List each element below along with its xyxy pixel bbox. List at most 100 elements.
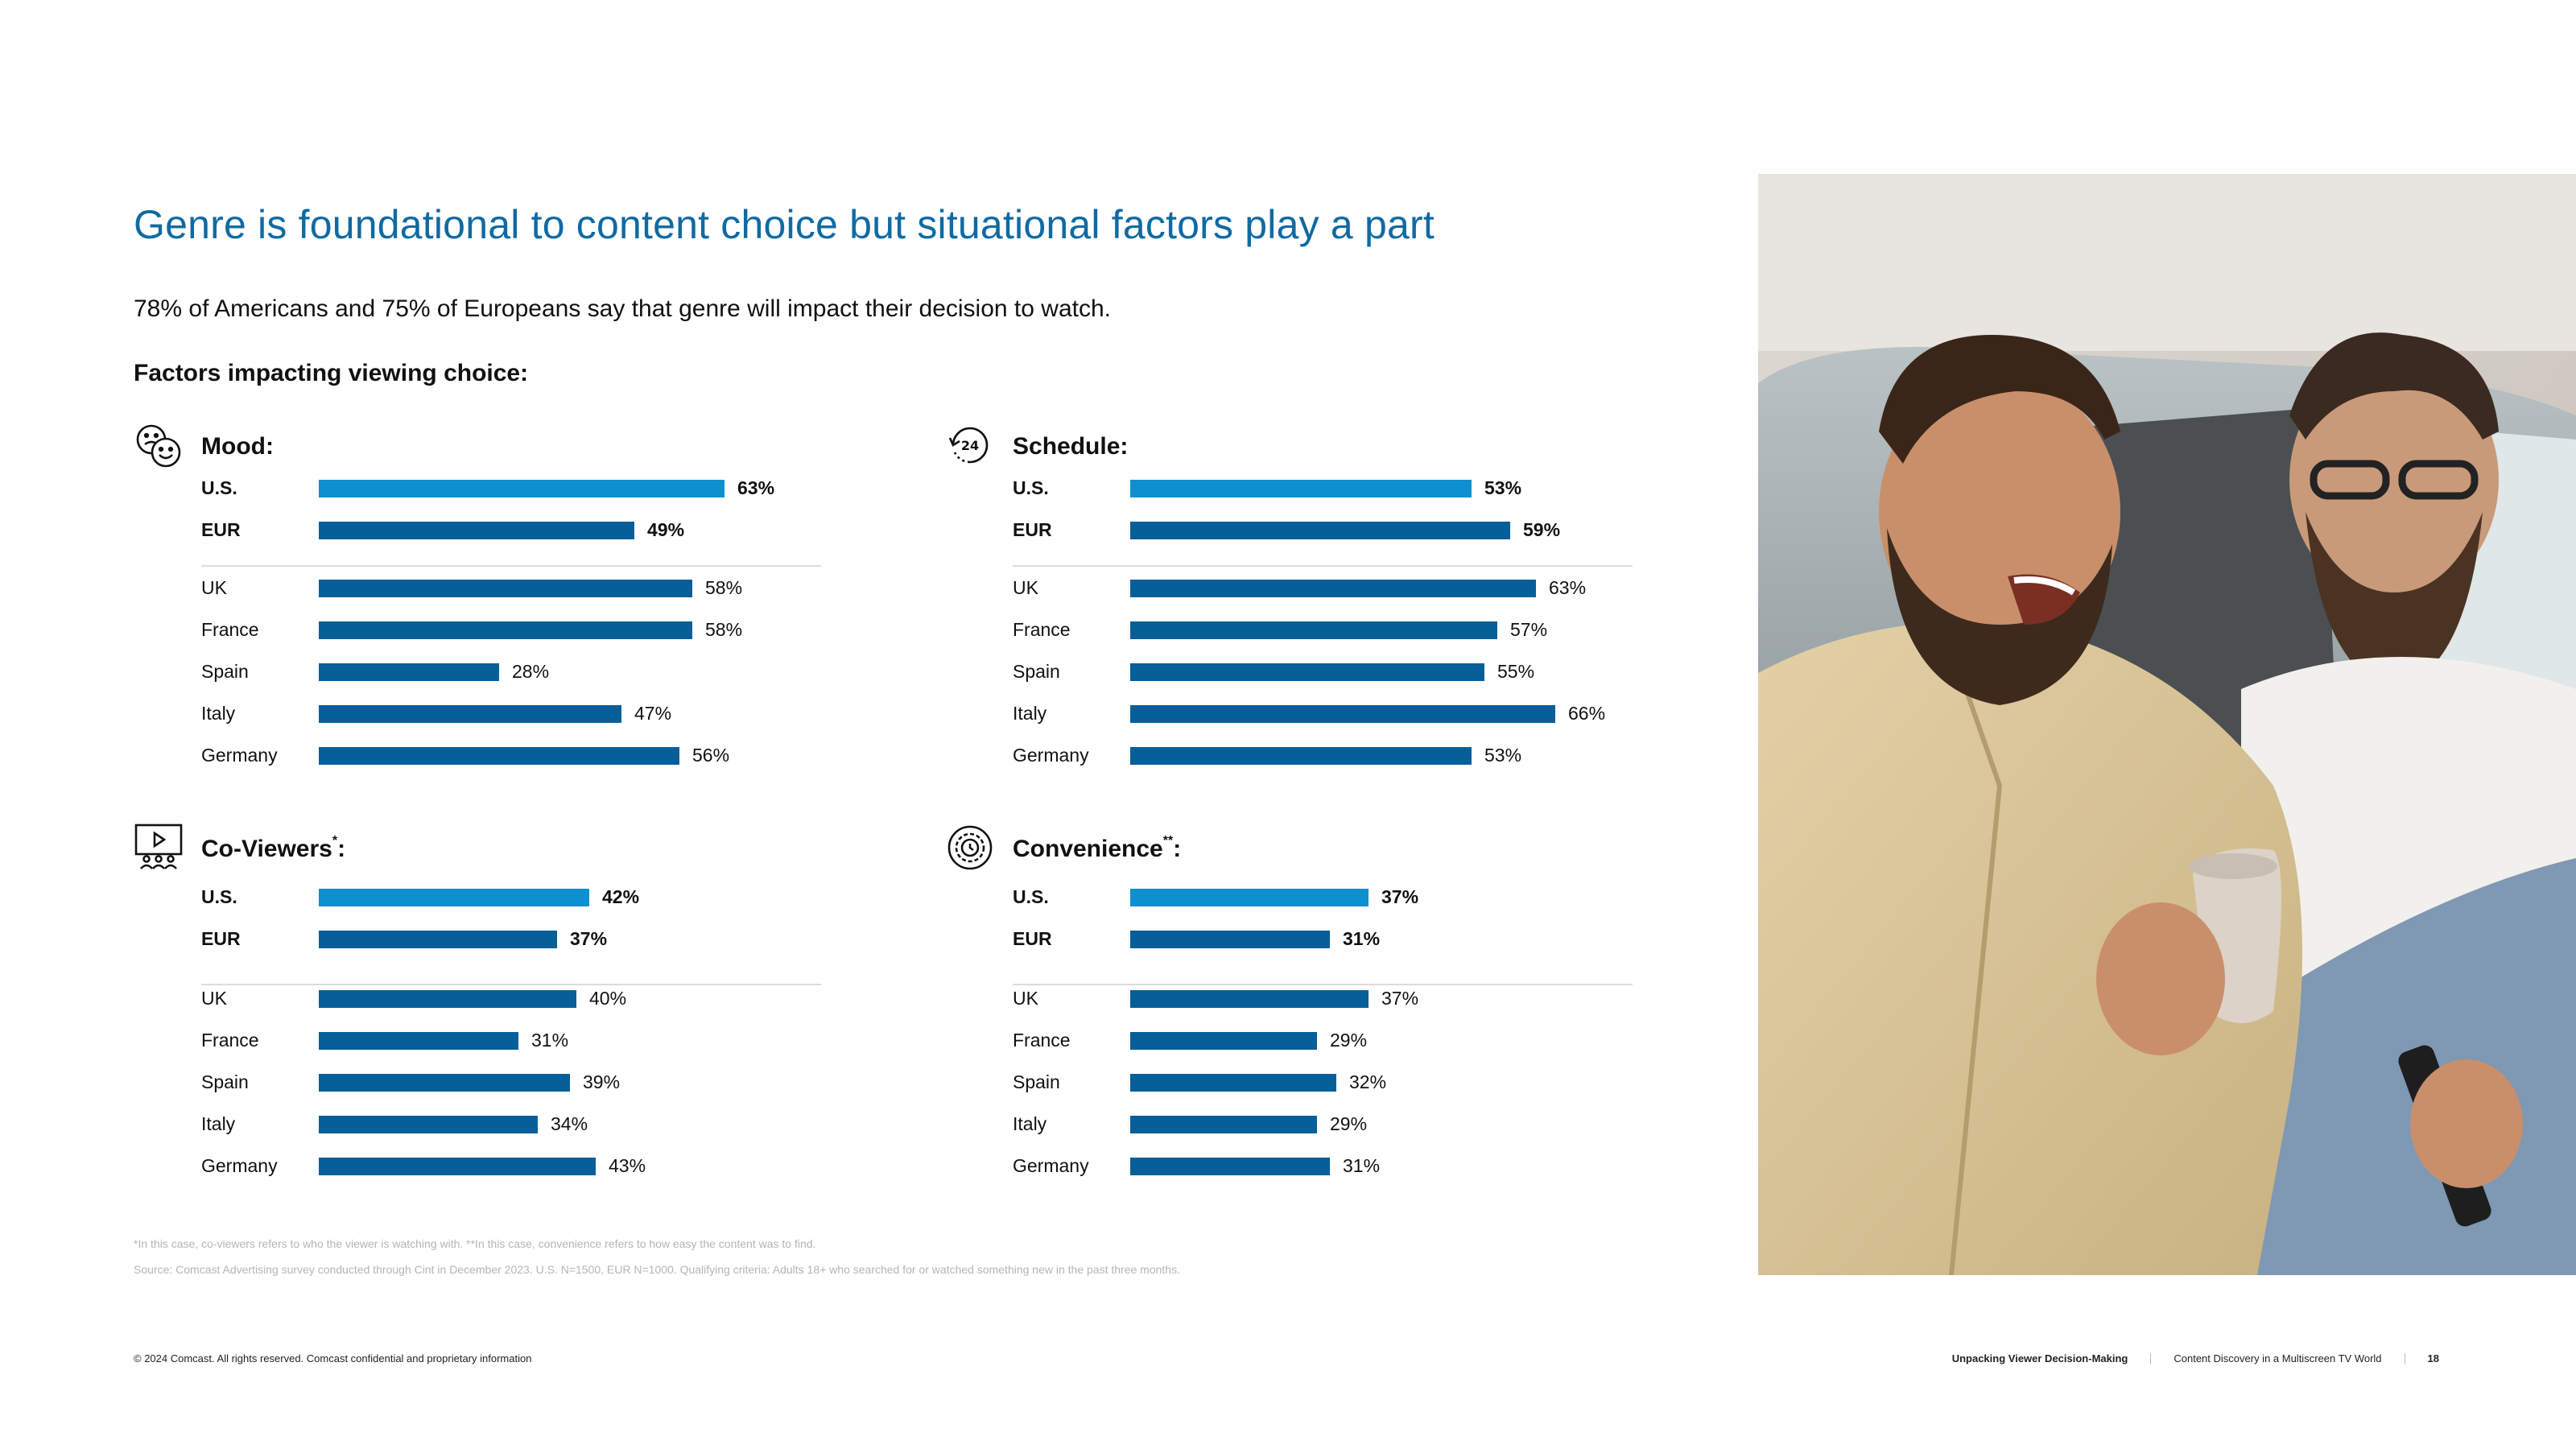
bar-category-label: U.S. — [201, 477, 237, 498]
bar-row-us: U.S. 63% — [134, 472, 826, 504]
bar-value-label: 29% — [1330, 1030, 1368, 1051]
mood-faces-icon — [134, 420, 184, 470]
bar-category-label: UK — [1013, 577, 1038, 598]
bar-row-italy: Italy 34% — [134, 1108, 826, 1140]
footer-copyright: © 2024 Comcast. All rights reserved. Com… — [134, 1352, 532, 1364]
co-viewers-screen-icon — [134, 823, 184, 873]
bar-value-label: 40% — [589, 988, 627, 1009]
bar-category-label: Germany — [201, 745, 278, 766]
chart-divider — [1013, 565, 1633, 567]
bar-row-france: France 58% — [134, 613, 826, 646]
co-viewers-chart-title: Co-Viewers*: — [201, 834, 346, 862]
bar-value-label: 32% — [1349, 1071, 1387, 1092]
bar — [319, 480, 724, 497]
bar-category-label: France — [201, 1030, 259, 1051]
svg-text:24: 24 — [961, 438, 979, 453]
bar — [1130, 480, 1472, 497]
bar-value-label: 59% — [1523, 519, 1561, 540]
bar-category-label: Germany — [201, 1155, 278, 1176]
bar-value-label: 37% — [570, 928, 608, 949]
bar-row-france: France 29% — [945, 1024, 1637, 1056]
bar-value-label: 42% — [602, 886, 640, 907]
schedule-chart-panel: 24 Schedule: U.S. 53% EUR 59% UK 63% France 57%… — [945, 420, 1637, 807]
convenience-chart-title: Convenience**: — [1013, 834, 1182, 862]
bar-category-label: Spain — [1013, 1071, 1060, 1092]
bar-value-label: 53% — [1484, 745, 1522, 766]
bar-value-label: 47% — [634, 703, 672, 724]
bar — [1130, 1074, 1336, 1092]
mood-chart-title: Mood: — [201, 433, 274, 460]
footnote-source: Source: Comcast Advertising survey condu… — [134, 1263, 1180, 1276]
bar-value-label: 43% — [609, 1155, 646, 1176]
schedule-chart-title: Schedule: — [1013, 433, 1129, 460]
bar — [1130, 663, 1484, 681]
bar — [319, 621, 692, 639]
chart-divider — [201, 984, 821, 985]
bar-category-label: U.S. — [1013, 886, 1049, 907]
bar-row-italy: Italy 47% — [134, 697, 826, 729]
mood-chart-panel: Mood: U.S. 63% EUR 49% UK 58% France 58% Spain 28… — [134, 420, 826, 807]
bar — [1130, 580, 1536, 597]
bar — [319, 522, 634, 539]
bar-category-label: Italy — [201, 1113, 236, 1134]
bar-row-france: France 57% — [945, 613, 1637, 646]
bar — [319, 1158, 596, 1175]
bar-row-spain: Spain 55% — [945, 655, 1637, 687]
bar — [1130, 889, 1368, 906]
bar-row-germany: Germany 31% — [945, 1150, 1637, 1182]
bar — [1130, 1032, 1317, 1050]
bar-row-uk: UK 40% — [134, 982, 826, 1014]
bar-row-eur: EUR 37% — [134, 923, 826, 955]
bar-category-label: Germany — [1013, 1155, 1089, 1176]
bar-value-label: 49% — [647, 519, 685, 540]
bar-value-label: 37% — [1381, 988, 1419, 1009]
bar — [319, 1032, 518, 1050]
bar-row-spain: Spain 32% — [945, 1066, 1637, 1098]
bar-category-label: Spain — [201, 1071, 249, 1092]
bar-row-us: U.S. 53% — [945, 472, 1637, 504]
bar-row-italy: Italy 29% — [945, 1108, 1637, 1140]
bar — [1130, 522, 1510, 539]
bar-category-label: UK — [201, 577, 227, 598]
bar-category-label: France — [1013, 619, 1071, 640]
page-number: 18 — [2427, 1352, 2439, 1364]
bar — [1130, 990, 1368, 1008]
bar-value-label: 58% — [705, 577, 743, 598]
bar-row-france: France 31% — [134, 1024, 826, 1056]
bar-row-eur: EUR 59% — [945, 514, 1637, 546]
chart-divider — [1013, 984, 1633, 985]
co-viewers-chart-panel: Co-Viewers*: U.S. 42% EUR 37% UK 40% France 31%… — [134, 823, 826, 1209]
bar-row-eur: EUR 31% — [945, 923, 1637, 955]
bar-row-uk: UK 63% — [945, 572, 1637, 604]
bar — [319, 1074, 570, 1092]
bar-value-label: 55% — [1497, 661, 1535, 682]
bar — [1130, 931, 1330, 948]
bar — [319, 747, 679, 765]
bar-value-label: 57% — [1510, 619, 1548, 640]
bar — [1130, 1116, 1317, 1133]
bar-category-label: EUR — [201, 519, 241, 540]
bar-value-label: 31% — [1343, 1155, 1381, 1176]
bar-category-label: France — [201, 619, 259, 640]
bar-value-label: 31% — [1343, 928, 1381, 949]
bar — [1130, 1158, 1330, 1175]
bar — [1130, 705, 1555, 723]
bar-value-label: 53% — [1484, 477, 1522, 498]
bar-value-label: 39% — [583, 1071, 621, 1092]
bar-category-label: EUR — [201, 928, 241, 949]
bar-category-label: Italy — [201, 703, 236, 724]
bar-value-label: 37% — [1381, 886, 1419, 907]
bar-row-italy: Italy 66% — [945, 697, 1637, 729]
bar — [319, 931, 557, 948]
bar-value-label: 28% — [512, 661, 550, 682]
bar-row-uk: UK 37% — [945, 982, 1637, 1014]
chart-divider — [201, 565, 821, 567]
footer-separator — [2150, 1352, 2152, 1364]
bar-category-label: EUR — [1013, 928, 1052, 949]
bar-value-label: 63% — [737, 477, 775, 498]
bar-row-us: U.S. 42% — [134, 881, 826, 913]
bar-value-label: 56% — [692, 745, 730, 766]
bar-row-uk: UK 58% — [134, 572, 826, 604]
bar-row-germany: Germany 56% — [134, 739, 826, 771]
bar — [319, 705, 621, 723]
